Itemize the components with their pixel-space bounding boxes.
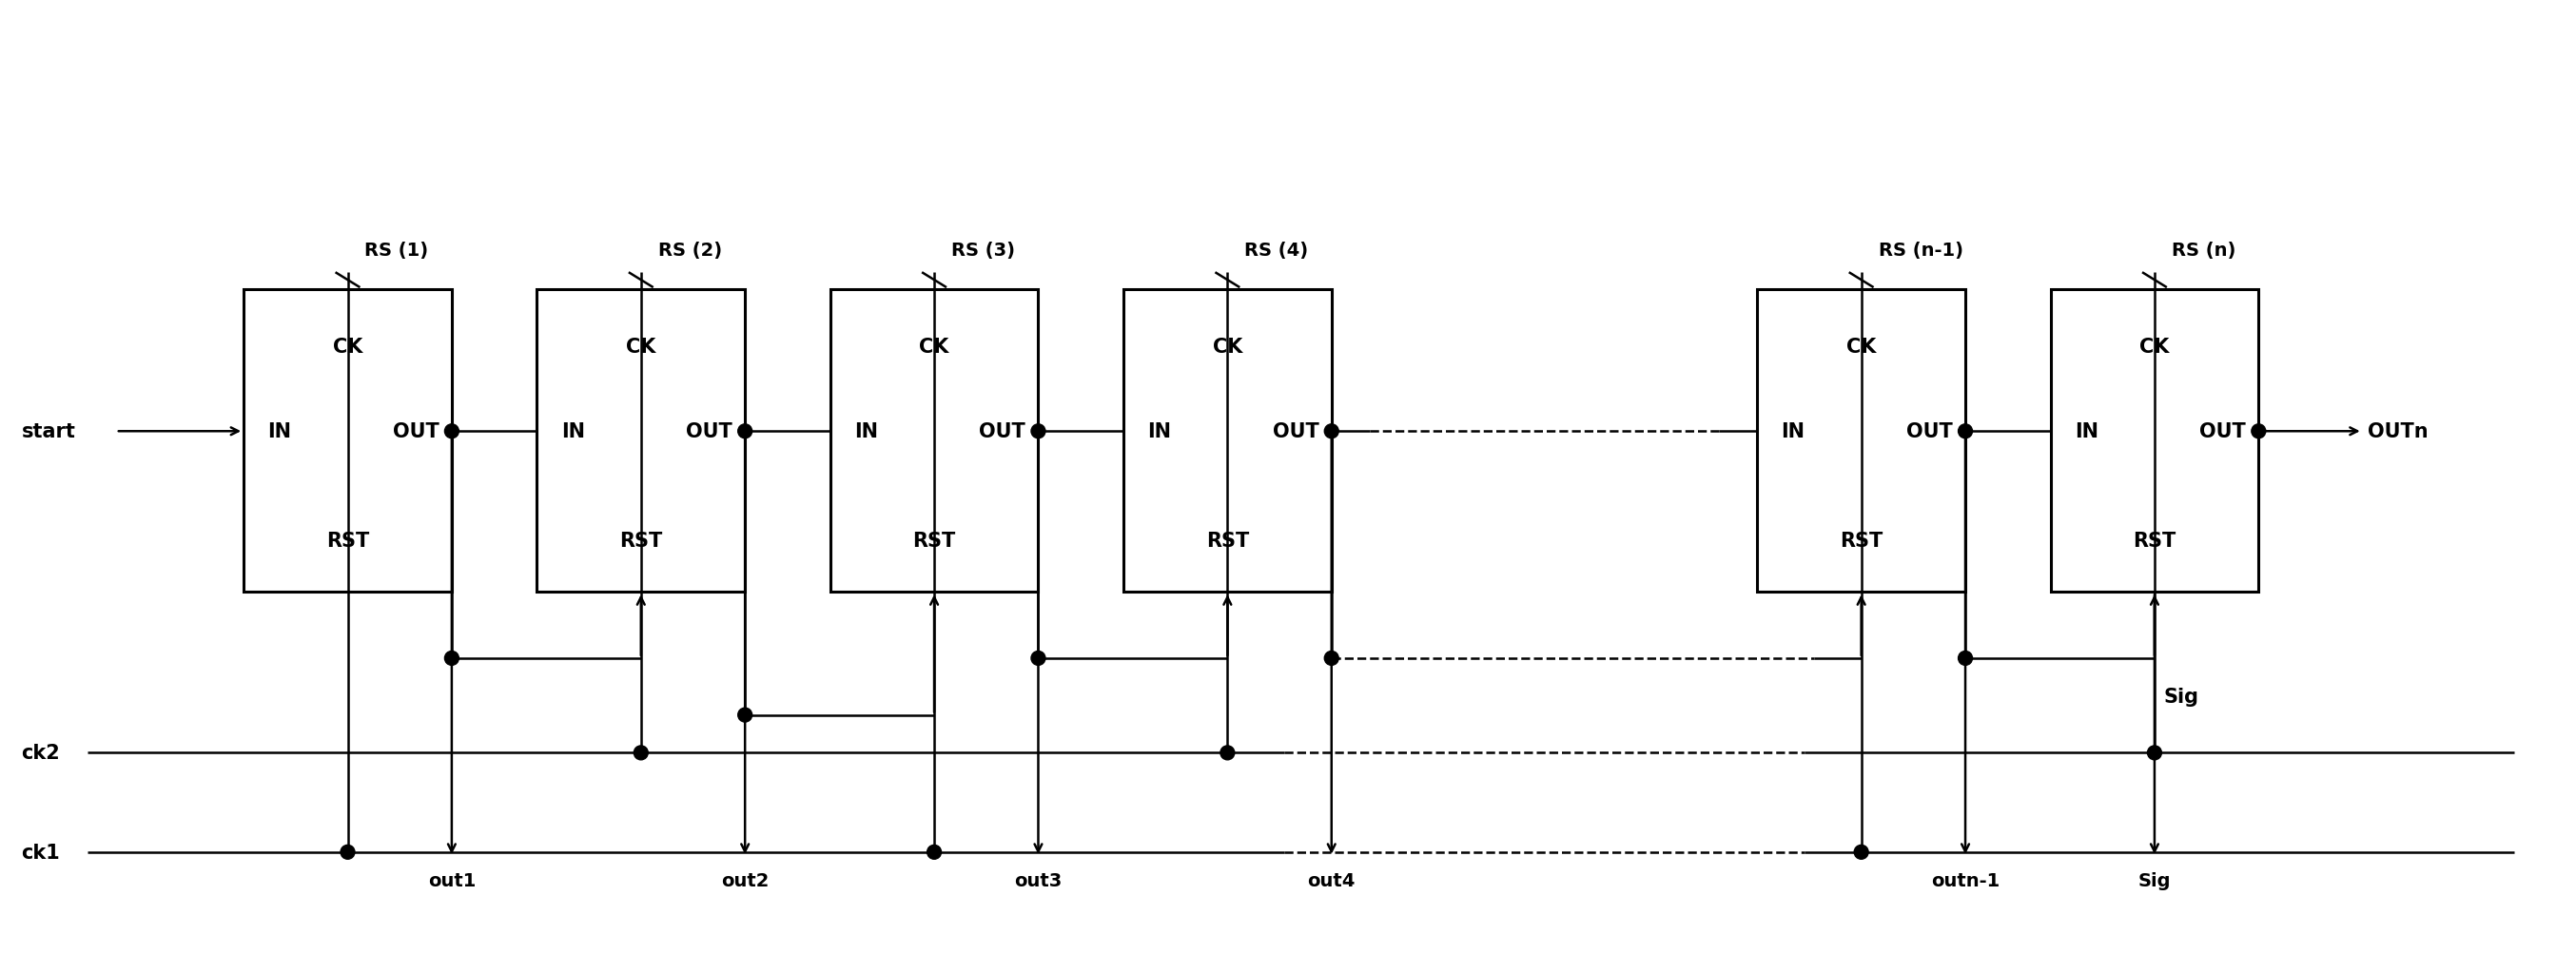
Circle shape <box>2148 746 2161 760</box>
Text: IN: IN <box>1146 422 1172 441</box>
Circle shape <box>634 746 649 760</box>
Text: CK: CK <box>626 337 657 356</box>
Text: CK: CK <box>1213 337 1242 356</box>
Text: Sig: Sig <box>2138 871 2172 889</box>
Text: RST: RST <box>1206 530 1249 550</box>
Text: OUT: OUT <box>1906 422 1953 441</box>
Text: RST: RST <box>327 530 368 550</box>
Text: OUTn: OUTn <box>2367 422 2429 441</box>
Text: RS (n-1): RS (n-1) <box>1878 241 1963 259</box>
Text: RST: RST <box>1839 530 1883 550</box>
Text: RS (4): RS (4) <box>1244 241 1309 259</box>
Circle shape <box>737 708 752 722</box>
Text: RST: RST <box>912 530 956 550</box>
Text: out1: out1 <box>428 871 477 889</box>
Circle shape <box>1855 845 1868 860</box>
Text: RS (3): RS (3) <box>951 241 1015 259</box>
Text: OUT: OUT <box>392 422 438 441</box>
Text: RS (1): RS (1) <box>366 241 428 259</box>
Circle shape <box>1030 652 1046 666</box>
Text: OUT: OUT <box>1273 422 1319 441</box>
Bar <box>2050 290 2259 592</box>
Text: OUT: OUT <box>685 422 732 441</box>
Circle shape <box>1324 425 1340 439</box>
Circle shape <box>1958 425 1973 439</box>
Bar <box>1123 290 1332 592</box>
Text: OUT: OUT <box>979 422 1025 441</box>
Bar <box>536 290 744 592</box>
Circle shape <box>2251 425 2267 439</box>
Text: IN: IN <box>268 422 291 441</box>
Text: RST: RST <box>2133 530 2177 550</box>
Text: IN: IN <box>855 422 878 441</box>
Text: ck1: ck1 <box>21 842 59 861</box>
Bar <box>245 290 451 592</box>
Text: RS (2): RS (2) <box>657 241 721 259</box>
Text: out2: out2 <box>721 871 770 889</box>
Text: start: start <box>21 422 75 441</box>
Text: CK: CK <box>920 337 948 356</box>
Circle shape <box>1221 746 1234 760</box>
Text: out4: out4 <box>1309 871 1355 889</box>
Text: CK: CK <box>1847 337 1875 356</box>
Circle shape <box>737 425 752 439</box>
Text: ck2: ck2 <box>21 743 59 762</box>
Bar <box>1757 290 1965 592</box>
Text: CK: CK <box>332 337 363 356</box>
Text: RST: RST <box>618 530 662 550</box>
Text: CK: CK <box>2141 337 2169 356</box>
Circle shape <box>927 845 940 860</box>
Text: outn-1: outn-1 <box>1932 871 1999 889</box>
Text: OUT: OUT <box>2200 422 2246 441</box>
Text: IN: IN <box>562 422 585 441</box>
Text: IN: IN <box>2074 422 2099 441</box>
Text: out3: out3 <box>1015 871 1061 889</box>
Circle shape <box>1030 425 1046 439</box>
Text: Sig: Sig <box>2164 687 2200 706</box>
Circle shape <box>1958 652 1973 666</box>
Circle shape <box>340 845 355 860</box>
Text: IN: IN <box>1780 422 1806 441</box>
Text: RS (n): RS (n) <box>2172 241 2236 259</box>
Bar <box>829 290 1038 592</box>
Circle shape <box>446 425 459 439</box>
Circle shape <box>1324 652 1340 666</box>
Circle shape <box>446 652 459 666</box>
